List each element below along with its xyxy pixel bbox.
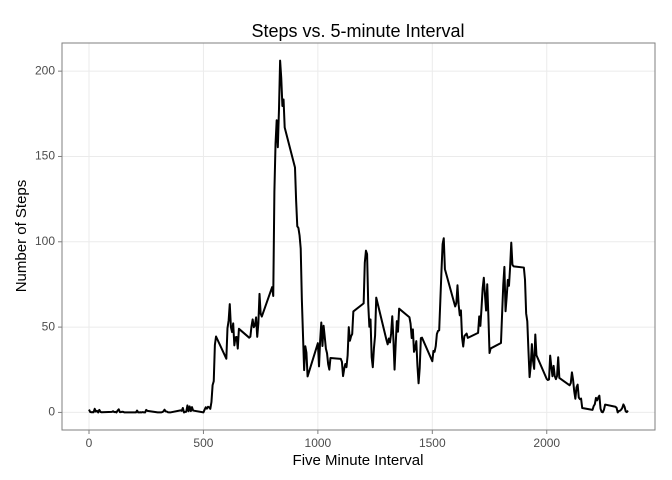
x-tick-label: 1000 [305,436,332,450]
chart-title: Steps vs. 5-minute Interval [251,21,464,41]
y-axis-label: Number of Steps [13,180,30,293]
x-tick-label: 1500 [419,436,446,450]
x-tick-label: 500 [193,436,213,450]
plot [88,59,629,414]
y-tick-label: 100 [35,234,55,248]
x-tick-label: 0 [86,436,93,450]
x-axis-label: Five Minute Interval [293,452,424,469]
y-tick-label: 50 [42,319,56,333]
y-tick-label: 200 [35,63,55,77]
y-tick-label: 0 [48,405,55,419]
y-tick-label: 150 [35,149,55,163]
x-tick-label: 2000 [533,436,560,450]
data-line [88,59,629,414]
panel-border [61,42,656,431]
grid [62,43,655,430]
